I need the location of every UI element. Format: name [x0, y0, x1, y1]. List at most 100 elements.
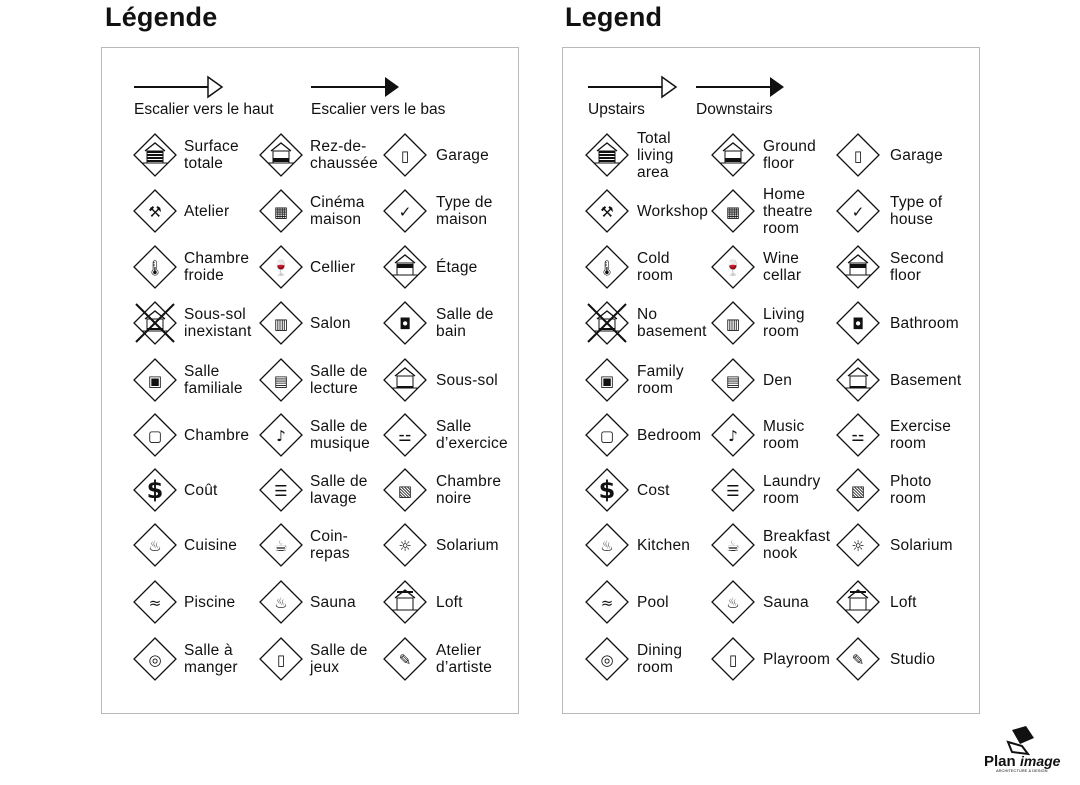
svg-text:$: $	[147, 476, 164, 504]
legend-item-label: Garage	[436, 146, 489, 164]
second-floor-icon	[836, 245, 880, 289]
svg-text:≈: ≈	[149, 594, 162, 612]
svg-text:▯: ▯	[277, 651, 285, 669]
washer-icon: ☰	[259, 468, 303, 512]
legend-item: Étage	[382, 242, 478, 292]
svg-text:▧: ▧	[851, 482, 865, 500]
svg-text:▤: ▤	[274, 372, 288, 390]
legend-item-label: Sous-sol	[436, 371, 498, 389]
playroom-icon: ▯	[711, 637, 755, 681]
legend-item: 🌡 Cold room	[584, 242, 673, 292]
hammer-icon: ⚒	[585, 189, 629, 233]
washer-icon: ☰	[711, 468, 755, 512]
svg-text:♨: ♨	[600, 537, 613, 555]
swimmer-icon: ≈	[585, 580, 629, 624]
svg-text:▥: ▥	[726, 315, 740, 333]
legend-item: ▯ Garage	[835, 130, 943, 180]
sauna-icon: ♨	[259, 580, 303, 624]
ground-floor-icon	[259, 133, 303, 177]
legend-item-label: Piscine	[184, 593, 236, 611]
legend-item-label: Type of house	[890, 194, 943, 228]
legend-item: ♪ Music room	[710, 410, 804, 460]
legend-item-label: No basement	[637, 306, 707, 340]
legend-item-label: Salle à manger	[184, 642, 238, 676]
bed-icon: ▢	[585, 413, 629, 457]
legend-item: ▥ Salon	[258, 298, 351, 348]
legend-item: No basement	[584, 298, 707, 348]
house-check-icon: ✓	[383, 189, 427, 233]
legend-item-label: Salle de musique	[310, 418, 370, 452]
svg-text:🍷: 🍷	[272, 259, 291, 277]
legend-item: Surface totale	[132, 130, 239, 180]
legend-item: ⚒ Workshop	[584, 186, 708, 236]
svg-text:Plan: Plan	[984, 753, 1016, 770]
stairs-down-label: Downstairs	[696, 101, 773, 118]
toilet-icon: ◘	[836, 301, 880, 345]
legend-item-label: Cost	[637, 481, 670, 499]
basement-icon	[383, 358, 427, 402]
svg-text:◘: ◘	[852, 315, 864, 333]
book-icon: ▤	[711, 358, 755, 402]
legend-item: ▧ Photo room	[835, 465, 932, 515]
legend-title-fr: Légende	[105, 2, 218, 32]
legend-item-label: Bathroom	[890, 314, 959, 332]
garage-icon: ▯	[836, 133, 880, 177]
legend-item-label: Exercise room	[890, 418, 952, 452]
legend-item-label: Bedroom	[637, 426, 702, 444]
legend-panel-fr	[101, 47, 519, 714]
thermometer-icon: 🌡	[585, 245, 629, 289]
legend-item-label: Basement	[890, 371, 962, 389]
legend-item-label: Laundry room	[763, 473, 821, 507]
coffee-cup-icon: ☕	[259, 523, 303, 567]
legend-item-label: Family room	[637, 363, 684, 397]
legend-panel-en	[562, 47, 980, 714]
legend-item: ✓ Type of house	[835, 186, 942, 236]
svg-text:☰: ☰	[726, 482, 739, 500]
sofa-icon: ▥	[259, 301, 303, 345]
legend-item-label: Sauna	[763, 593, 809, 611]
legend-item-label: Atelier d’artiste	[436, 642, 493, 676]
legend-item-label: Salle familiale	[184, 363, 243, 397]
svg-text:▢: ▢	[148, 427, 162, 445]
legend-item: ⚍ Exercise room	[835, 410, 951, 460]
legend-item-label: Sauna	[310, 593, 356, 611]
legend-item-label: Music room	[763, 418, 805, 452]
stairs-down-label: Escalier vers le bas	[311, 101, 446, 118]
planimage-logo: Plan image ARCHITECTURE & DESIGN	[984, 726, 1061, 773]
thermometer-icon: 🌡	[133, 245, 177, 289]
palette-icon: ✎	[836, 637, 880, 681]
dumbbell-icon: ⚍	[836, 413, 880, 457]
no-basement-icon	[585, 301, 629, 345]
wine-icon: 🍷	[259, 245, 303, 289]
legend-item: ⚒ Atelier	[132, 186, 229, 236]
legend-item: 🍷 Wine cellar	[710, 242, 801, 292]
svg-text:▧: ▧	[398, 482, 412, 500]
svg-text:ARCHITECTURE & DESIGN: ARCHITECTURE & DESIGN	[996, 768, 1048, 773]
legend-item: ▢ Chambre	[132, 410, 249, 460]
legend-item-label: Photo room	[890, 473, 932, 507]
svg-text:⚍: ⚍	[398, 427, 411, 445]
legend-item-label: Garage	[890, 146, 943, 164]
tv-icon: ▣	[133, 358, 177, 402]
total-area-icon	[585, 133, 629, 177]
stairs-up-label: Escalier vers le haut	[134, 101, 274, 118]
svg-text:♨: ♨	[148, 537, 161, 555]
legend-item-label: Total living area	[637, 129, 674, 181]
legend-item-label: Sous-sol inexistant	[184, 306, 252, 340]
legend-item: ▯ Garage	[382, 130, 489, 180]
svg-text:☼: ☼	[398, 537, 411, 555]
svg-text:♪: ♪	[728, 427, 738, 445]
legend-item-label: Kitchen	[637, 536, 691, 554]
legend-item: Sous-sol inexistant	[132, 298, 251, 348]
hammer-icon: ⚒	[133, 189, 177, 233]
music-note-icon: ♪	[711, 413, 755, 457]
legend-item-label: Étage	[436, 258, 478, 276]
legend-item: ✎ Studio	[835, 634, 935, 684]
legend-item-label: Wine cellar	[763, 250, 802, 284]
svg-text:▯: ▯	[401, 147, 409, 165]
svg-text:▥: ▥	[274, 315, 288, 333]
wine-icon: 🍷	[711, 245, 755, 289]
legend-item: ▣ Family room	[584, 355, 684, 405]
svg-text:▯: ▯	[854, 147, 862, 165]
legend-item: ♨ Sauna	[710, 577, 809, 627]
